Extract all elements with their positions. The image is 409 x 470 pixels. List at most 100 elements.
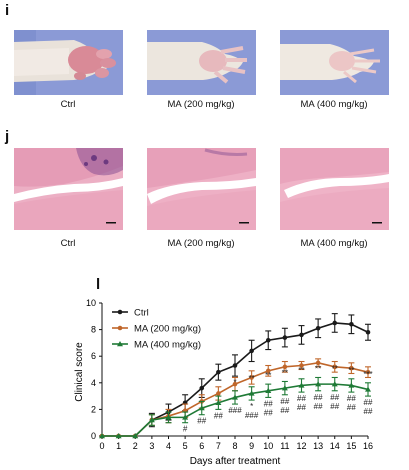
data-point: [282, 335, 288, 340]
significance-label: ##: [314, 402, 323, 411]
significance-label: **: [249, 374, 255, 383]
x-tick-label: 16: [363, 441, 373, 451]
data-point: [99, 433, 105, 439]
x-tick-label: 9: [249, 441, 254, 451]
data-point: [265, 368, 271, 374]
significance-label: *: [233, 378, 236, 387]
y-tick-label: 0: [91, 431, 96, 441]
significance-label: **: [298, 366, 304, 375]
histology-photo-ma400: [280, 148, 389, 230]
data-point: [148, 417, 155, 423]
significance-label: ###: [228, 406, 242, 415]
caption-j-ma200: MA (200 mg/kg): [167, 238, 235, 249]
data-point: [249, 375, 254, 380]
significance-label: **: [265, 371, 271, 380]
significance-label: ##: [297, 394, 306, 403]
chart-series: [99, 313, 371, 439]
significance-label: ##: [264, 408, 273, 417]
data-point: [182, 414, 189, 420]
panel-letter-j: j: [5, 128, 10, 145]
x-tick-label: 6: [199, 441, 204, 451]
x-tick-label: 15: [346, 441, 356, 451]
x-tick-label: 0: [99, 441, 104, 451]
data-point: [265, 337, 271, 343]
significance-label: ##: [214, 411, 223, 420]
y-tick-label: 10: [86, 298, 96, 308]
data-point: [115, 433, 122, 439]
panel-letter-l: l: [96, 276, 101, 293]
data-point: [332, 320, 338, 326]
data-point: [332, 364, 338, 370]
data-point: [299, 363, 304, 368]
histology-photo-ma200: [147, 148, 256, 230]
data-point: [331, 381, 338, 387]
legend-swatch-marker: [117, 309, 123, 315]
data-point: [199, 385, 205, 391]
data-point: [248, 390, 255, 396]
y-tick-label: 2: [91, 404, 96, 414]
significance-label: ##: [364, 398, 373, 407]
panel-letter-i: i: [5, 2, 10, 19]
significance-label: **: [315, 364, 321, 373]
data-point: [265, 387, 272, 393]
x-tick-label: 5: [183, 441, 188, 451]
significance-label: ##: [347, 403, 356, 412]
histology-photo-ctrl: [14, 148, 123, 230]
chart-legend: Ctrl MA (200 mg/kg) MA (400 mg/kg): [112, 308, 201, 351]
legend-label: MA (200 mg/kg): [134, 324, 201, 335]
significance-label: ##: [330, 402, 339, 411]
data-point: [132, 433, 139, 439]
x-tick-label: 8: [232, 441, 237, 451]
data-point: [281, 385, 288, 391]
caption-i-ctrl: Ctrl: [60, 99, 76, 110]
significance-label: ##: [280, 397, 289, 406]
data-point: [349, 365, 354, 371]
x-tick-label: 12: [296, 441, 306, 451]
significance-label: **: [282, 368, 288, 377]
legend-label: MA (400 mg/kg): [134, 340, 201, 351]
x-tick-label: 14: [330, 441, 340, 451]
legend-label: Ctrl: [134, 308, 149, 319]
significance-label: ##: [297, 403, 306, 412]
significance-label: #: [183, 425, 188, 434]
significance-label: ##: [280, 406, 289, 415]
data-point: [315, 360, 321, 366]
significance-label: **: [332, 364, 338, 373]
significance-label: *: [250, 402, 253, 411]
data-point: [365, 369, 371, 375]
significance-label: ##: [364, 407, 373, 416]
caption-j-ma400: MA (400 mg/kg): [300, 238, 368, 249]
paw-photo-ctrl: [14, 30, 123, 95]
data-point: [198, 405, 205, 411]
significance-label: ##: [264, 399, 273, 408]
x-tick-label: 1: [116, 441, 121, 451]
significance-label: ##: [347, 394, 356, 403]
significance-label: ###: [245, 411, 259, 420]
x-tick-label: 10: [263, 441, 273, 451]
chart-annotations: * ** ** ** ** ** ** ** ***######## *#############…: [183, 364, 373, 433]
data-point: [216, 369, 221, 375]
data-point: [216, 391, 221, 396]
data-point: [348, 382, 355, 388]
x-tick-label: 11: [280, 441, 289, 451]
data-point: [165, 414, 172, 420]
data-point: [282, 364, 288, 370]
data-point: [232, 381, 238, 387]
caption-i-ma200: MA (200 mg/kg): [167, 99, 235, 110]
legend-swatch-marker: [117, 341, 123, 347]
data-point: [299, 332, 304, 338]
data-point: [349, 321, 354, 327]
significance-label: ##: [197, 417, 206, 426]
y-tick-label: 6: [91, 351, 96, 361]
legend-swatch-marker: [117, 325, 123, 331]
data-point: [365, 329, 371, 335]
y-tick-label: 8: [91, 325, 96, 335]
paw-photo-ma400: [280, 30, 389, 95]
significance-label: **: [348, 366, 354, 375]
y-tick-label: 4: [91, 378, 96, 388]
data-point: [232, 363, 238, 368]
data-point: [315, 381, 322, 387]
data-point: [298, 382, 305, 388]
